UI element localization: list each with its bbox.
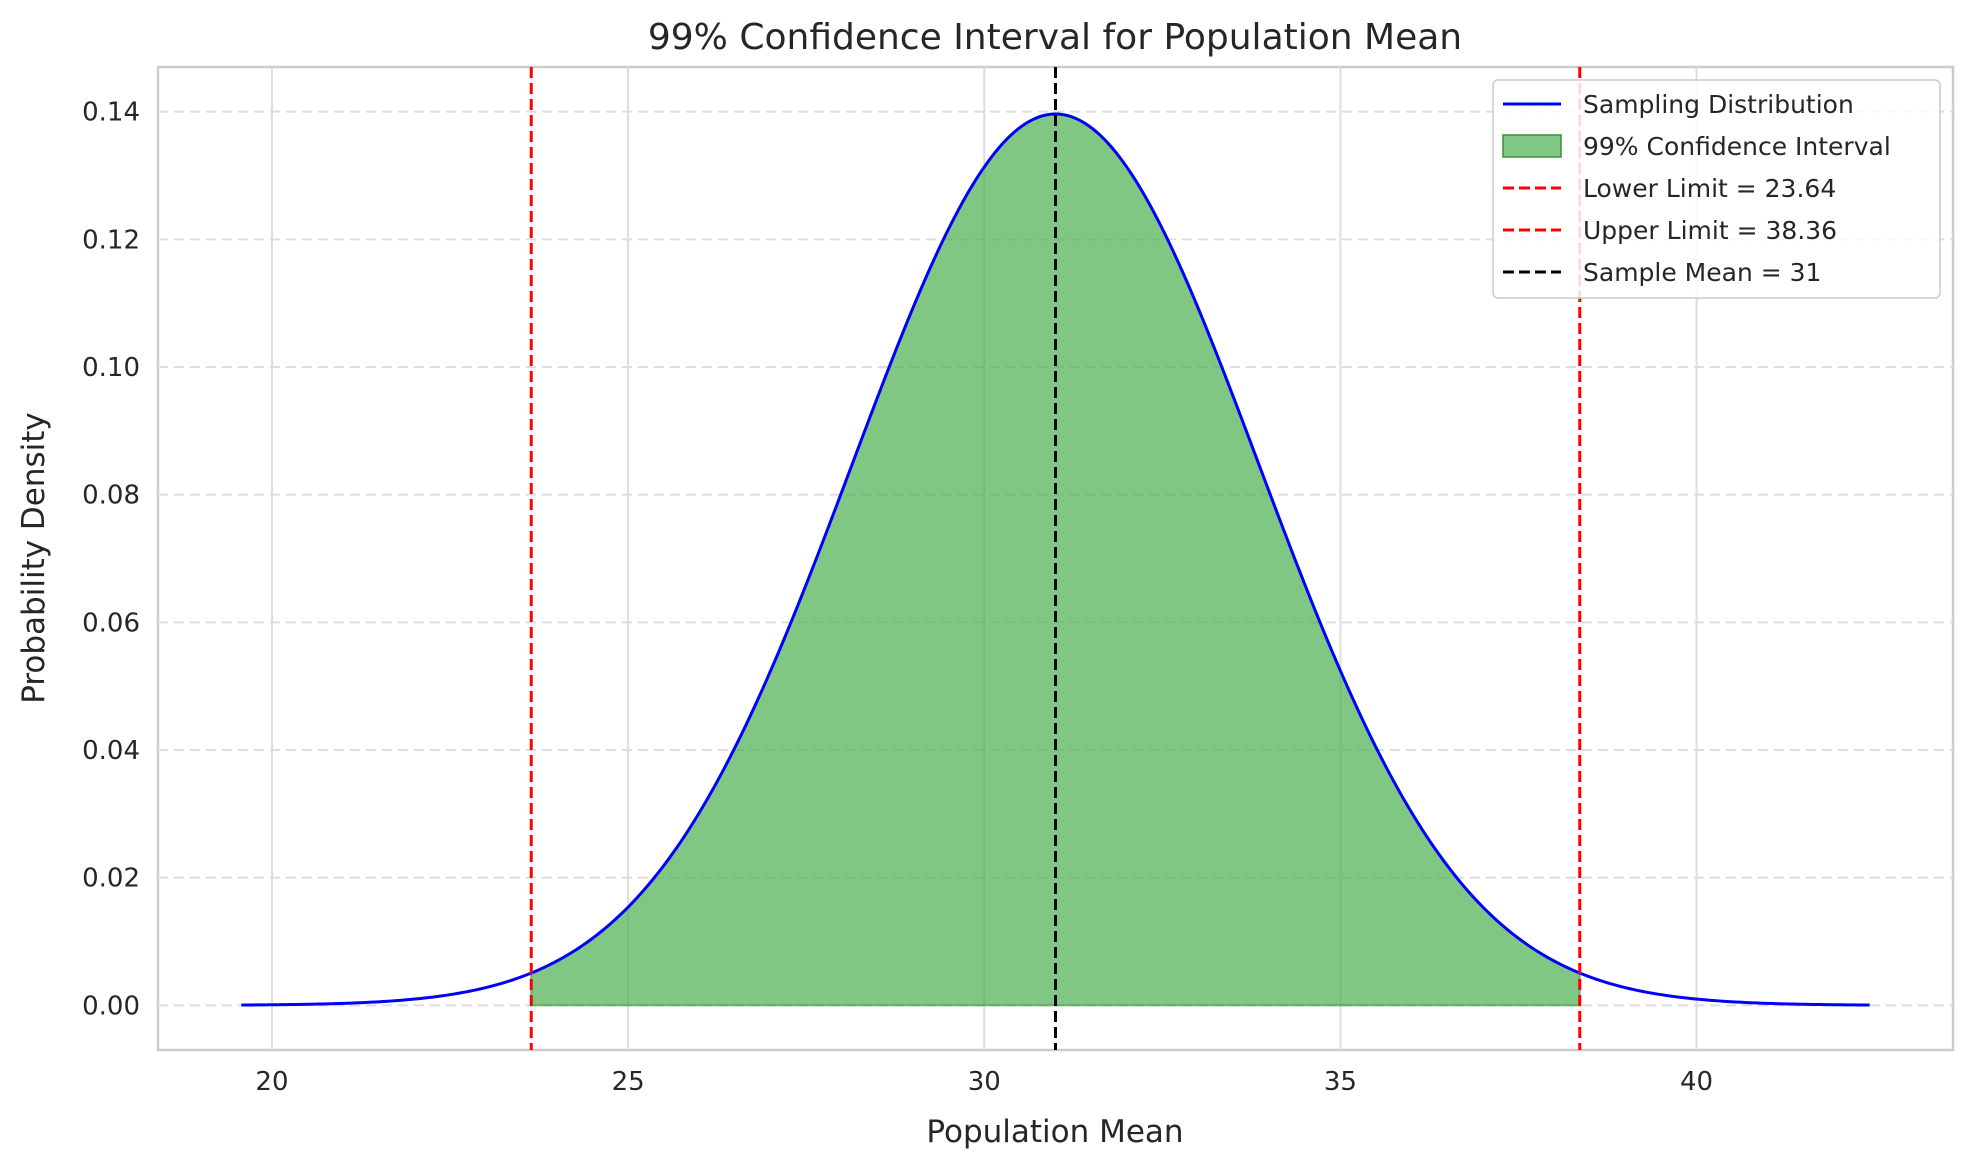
y-axis-ticks: 0.00 0.02 0.04 0.06 0.08 0.10 0.12 0.14 xyxy=(82,98,140,1022)
legend-item-sampling-distribution: Sampling Distribution xyxy=(1503,90,1854,119)
legend-item-upper-limit: Upper Limit = 38.36 xyxy=(1503,216,1837,245)
legend-frame xyxy=(1492,79,1941,299)
x-tick-label: 35 xyxy=(1324,1067,1357,1097)
legend-swatch xyxy=(1502,134,1562,158)
y-tick-label: 0.04 xyxy=(82,736,140,766)
y-tick-label: 0.12 xyxy=(82,225,140,255)
y-tick-label: 0.06 xyxy=(82,608,140,638)
y-tick-label: 0.02 xyxy=(82,864,140,894)
legend-label: 99% Confidence Interval xyxy=(1583,132,1891,161)
curve-layer xyxy=(241,112,1870,1007)
legend-label: Sampling Distribution xyxy=(1583,90,1854,119)
legend-label: Sample Mean = 31 xyxy=(1583,258,1821,287)
y-tick-label: 0.14 xyxy=(82,98,140,128)
x-axis-label: Population Mean xyxy=(926,1114,1183,1150)
x-tick-label: 25 xyxy=(612,1067,645,1097)
sampling-distribution-curve xyxy=(241,112,1870,1007)
legend-item-lower-limit: Lower Limit = 23.64 xyxy=(1503,174,1836,203)
y-tick-label: 0.00 xyxy=(82,991,140,1021)
legend-label: Lower Limit = 23.64 xyxy=(1583,174,1836,203)
legend-item-sample-mean: Sample Mean = 31 xyxy=(1503,258,1821,287)
chart-title: 99% Confidence Interval for Population M… xyxy=(648,17,1462,58)
x-tick-label: 40 xyxy=(1680,1067,1713,1097)
y-tick-label: 0.08 xyxy=(82,481,140,511)
y-axis-label: Probability Density xyxy=(16,412,52,704)
legend-item-confidence-interval: 99% Confidence Interval xyxy=(1502,132,1891,161)
x-axis-ticks: 20 25 30 35 40 xyxy=(255,1067,1713,1097)
y-tick-label: 0.10 xyxy=(82,353,140,383)
legend: Sampling Distribution 99% Confidence Inte… xyxy=(1492,79,1941,299)
x-tick-label: 30 xyxy=(968,1067,1001,1097)
x-tick-label: 20 xyxy=(255,1067,288,1097)
legend-label: Upper Limit = 38.36 xyxy=(1583,216,1837,245)
